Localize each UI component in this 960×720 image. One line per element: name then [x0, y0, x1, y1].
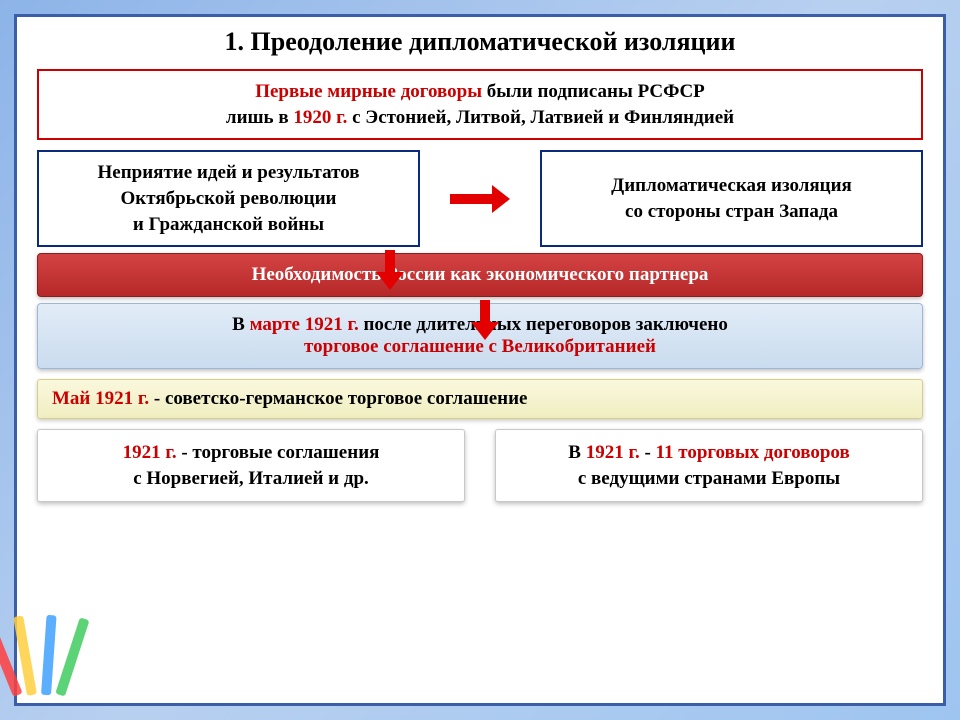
bottom-cards-row: 1921 г. - торговые соглашения с Норвегие… [37, 429, 923, 502]
text: и Гражданской войны [133, 214, 324, 235]
eleven-treaties-card: В 1921 г. - 11 торговых договоров с веду… [495, 429, 923, 502]
text: - советско-германское торговое соглашени… [149, 388, 527, 409]
text: с Эстонией, Литвой, Латвией и Финляндией [347, 107, 734, 128]
treaties-1920-box: Первые мирные договоры были подписаны РС… [37, 69, 923, 140]
effect-box: Дипломатическая изоляция со стороны стра… [540, 150, 923, 247]
text: лишь в [226, 107, 293, 128]
text: 1921 г. [586, 442, 640, 463]
text: В [568, 442, 585, 463]
text: были подписаны РСФСР [482, 81, 705, 102]
text: с Норвегией, Италией и др. [133, 468, 369, 489]
arrow-right-icon [450, 185, 510, 213]
norway-italy-card: 1921 г. - торговые соглашения с Норвегие… [37, 429, 465, 502]
text: 11 торговых договоров [656, 442, 850, 463]
text: со стороны стран Запада [625, 201, 838, 222]
text: Первые мирные договоры [255, 81, 482, 102]
text: Октябрьской революции [121, 188, 337, 209]
text: марте 1921 г. [250, 314, 359, 335]
cause-effect-row: Неприятие идей и результатов Октябрьской… [37, 150, 923, 247]
text: Необходимость России как экономического … [252, 264, 709, 285]
text: с ведущими странами Европы [578, 468, 840, 489]
text: после длительных переговоров заключено [359, 314, 728, 335]
text: - торговые соглашения [177, 442, 380, 463]
text: Неприятие идей и результатов [98, 162, 360, 183]
text: Дипломатическая изоляция [611, 175, 852, 196]
germany-agreement-banner: Май 1921 г. - советско-германское торгов… [37, 379, 923, 419]
main-frame: 1. Преодоление дипломатической изоляции … [14, 14, 946, 706]
text: 1921 г. [123, 442, 177, 463]
text: 1920 г. [293, 107, 347, 128]
text: Май 1921 г. [52, 388, 149, 409]
pencils-decoration [3, 575, 83, 695]
text: В [232, 314, 249, 335]
cause-box: Неприятие идей и результатов Октябрьской… [37, 150, 420, 247]
text: - [640, 442, 656, 463]
page-title: 1. Преодоление дипломатической изоляции [37, 27, 923, 57]
necessity-banner: Необходимость России как экономического … [37, 253, 923, 297]
